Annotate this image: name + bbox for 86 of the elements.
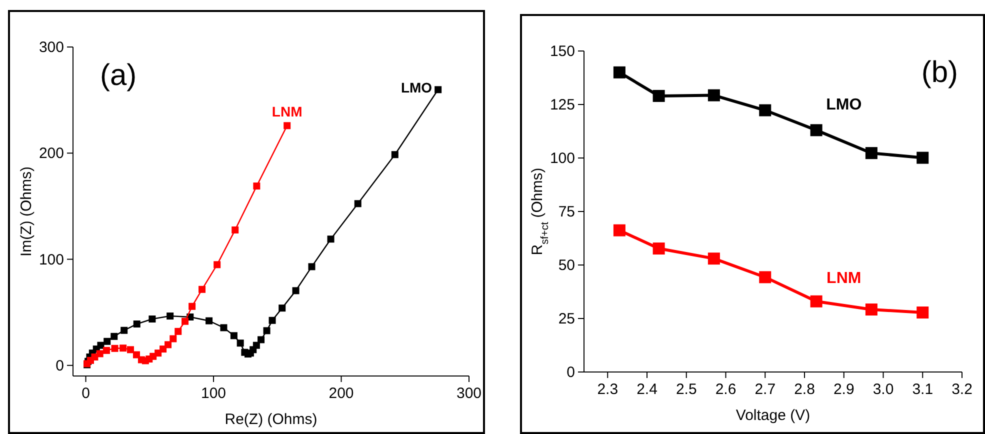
point [916, 306, 929, 319]
x-tick-label: 3.1 [912, 381, 934, 398]
point [759, 104, 772, 116]
point [198, 286, 206, 293]
point [232, 226, 239, 234]
series-label: LMO [400, 80, 432, 96]
point [206, 317, 213, 324]
point [110, 332, 118, 340]
x-tick-label: 2.5 [676, 381, 697, 398]
point [166, 312, 174, 320]
x-tick-label: 300 [456, 385, 482, 402]
x-tick-label: 200 [328, 385, 354, 402]
point [258, 336, 265, 344]
point [810, 295, 822, 308]
point [182, 318, 189, 325]
x-tick-label: 2.8 [794, 381, 815, 398]
point [327, 236, 334, 243]
x-tick-label: 3.0 [872, 381, 894, 398]
x-tick-label: 2.3 [597, 381, 618, 398]
y-tick-label: 100 [550, 150, 575, 167]
point [278, 304, 286, 312]
point [148, 316, 156, 323]
point [96, 350, 104, 358]
point [292, 287, 300, 294]
point [613, 224, 626, 236]
point [284, 122, 291, 130]
y-axis-title: Im(Z) (Ohms) [18, 166, 35, 256]
point [810, 124, 822, 136]
y-tick-label: 50 [558, 257, 575, 274]
point [252, 342, 260, 349]
y-tick-label: 0 [566, 364, 575, 381]
point [865, 304, 878, 316]
point [132, 351, 140, 358]
point [916, 152, 929, 164]
annotation: (b) [921, 56, 958, 89]
point [708, 252, 720, 265]
point [126, 346, 134, 354]
x-tick-label: 2.6 [715, 381, 736, 398]
series-label: LMO [826, 96, 862, 114]
x-tick-label: 3.2 [952, 381, 972, 398]
point [102, 346, 110, 354]
point [164, 341, 172, 348]
y-tick-label: 100 [38, 251, 64, 268]
point [652, 90, 665, 102]
y-tick-label: 25 [558, 310, 575, 328]
point [236, 340, 244, 347]
point [253, 182, 260, 190]
point [120, 344, 127, 352]
point [308, 263, 316, 270]
point [188, 302, 196, 310]
y-tick-label: 300 [38, 39, 64, 56]
point [613, 66, 626, 78]
point [133, 320, 140, 328]
x-axis-title: Voltage (V) [736, 407, 810, 424]
point [174, 328, 182, 335]
x-tick-label: 2.7 [754, 381, 776, 398]
point [708, 89, 720, 102]
point [268, 316, 276, 324]
point [759, 271, 772, 284]
point [214, 261, 221, 268]
y-tick-label: 125 [550, 96, 575, 114]
series-label: LNM [272, 104, 302, 120]
point [354, 200, 362, 208]
x-tick-label: 100 [201, 385, 226, 402]
point [263, 327, 270, 334]
point [170, 335, 177, 342]
point [97, 342, 104, 349]
point [111, 344, 118, 352]
x-axis-title: Re(Z) (Ohms) [224, 411, 318, 428]
point [652, 242, 665, 255]
point [104, 338, 111, 345]
x-tick-label: 2.9 [833, 381, 854, 398]
y-tick-label: 150 [550, 43, 575, 60]
point [391, 151, 398, 158]
point [120, 326, 128, 334]
x-tick-label: 0 [82, 385, 90, 402]
annotation: (a) [100, 59, 137, 92]
point [434, 86, 442, 94]
x-tick-label: 2.4 [636, 381, 658, 398]
y-tick-label: 0 [56, 357, 64, 374]
point [865, 147, 878, 160]
point [220, 324, 228, 332]
y-tick-label: 75 [558, 204, 575, 220]
y-tick-label: 200 [38, 145, 64, 162]
point [230, 332, 238, 340]
series-label: LNM [826, 270, 862, 287]
